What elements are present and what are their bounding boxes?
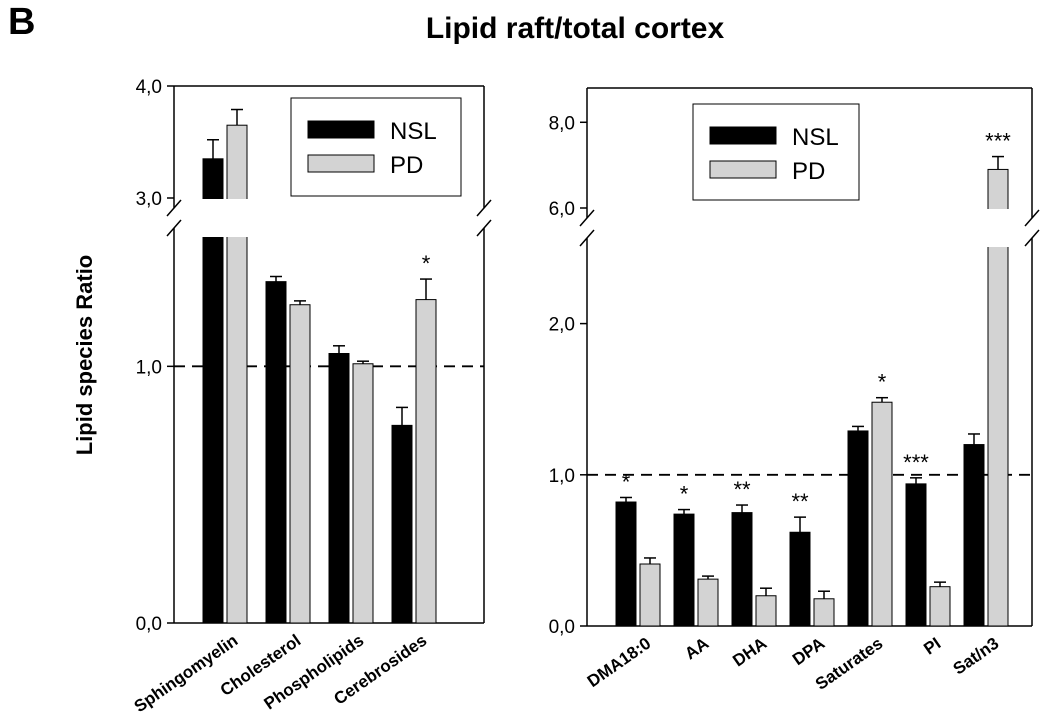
bar-nsl — [789, 531, 811, 627]
axis-break-right-lower — [476, 219, 492, 237]
axis-break-right-upper — [1024, 209, 1040, 227]
significance-marker: * — [622, 469, 631, 494]
y-tick-label: 8,0 — [549, 113, 575, 134]
bar-pd — [415, 299, 437, 624]
bar-pd — [352, 363, 374, 624]
bar-pd — [813, 598, 835, 627]
axis-break-left-upper — [166, 199, 182, 217]
legend-swatch-pd — [709, 160, 777, 179]
y-tick-label: 2,0 — [549, 315, 575, 336]
category-label: DPA — [789, 634, 828, 669]
legend-swatch-nsl — [307, 120, 375, 139]
bar-nsl — [673, 513, 695, 627]
y-axis-label: Lipid species Ratio — [72, 255, 97, 456]
significance-marker: *** — [903, 450, 929, 475]
legend-label-pd: PD — [390, 152, 423, 179]
figure-title: Lipid raft/total cortex — [426, 12, 725, 45]
category-label: Sphingomyelin — [131, 631, 242, 716]
significance-marker: ** — [733, 477, 751, 502]
bar-nsl — [391, 424, 413, 624]
axis-break-left-upper — [579, 209, 595, 227]
y-tick-label: 0,0 — [549, 617, 575, 638]
significance-marker: ** — [791, 489, 809, 514]
bar-nsl — [905, 483, 927, 627]
bar-pd — [755, 595, 777, 627]
legend-swatch-pd — [307, 154, 375, 173]
bar-pd — [639, 563, 661, 627]
category-label: AA — [681, 634, 712, 664]
bar-pd — [871, 401, 893, 627]
panel-label: B — [8, 1, 35, 43]
bar-nsl — [847, 430, 869, 627]
y-tick-label: 1,0 — [549, 466, 575, 487]
bar-pd — [929, 586, 951, 627]
y-tick-label: 0,0 — [136, 614, 162, 635]
bar-break-gap — [962, 209, 1010, 247]
legend-label-pd: PD — [792, 158, 825, 185]
y-tick-label: 3,0 — [136, 189, 162, 210]
legend-box — [692, 103, 860, 201]
bar-nsl — [615, 501, 637, 627]
category-label: DHA — [729, 634, 770, 671]
legend-label-nsl: NSL — [390, 118, 437, 145]
legend-swatch-nsl — [709, 126, 777, 145]
category-label: Sat/n3 — [950, 634, 1003, 679]
bar-break-gap — [201, 199, 249, 237]
axis-break-left-lower — [166, 219, 182, 237]
bar-nsl — [265, 281, 287, 624]
significance-marker: * — [680, 482, 689, 507]
y-tick-label: 6,0 — [549, 199, 575, 220]
axis-break-left-lower — [579, 229, 595, 247]
bar-nsl — [328, 353, 350, 624]
significance-marker: * — [878, 370, 887, 395]
bar-nsl — [963, 444, 985, 627]
bar-nsl — [731, 512, 753, 627]
axis-break-right-lower — [1024, 229, 1040, 247]
significance-marker: * — [422, 251, 431, 276]
y-tick-label: 1,0 — [136, 357, 162, 378]
legend-label-nsl: NSL — [792, 124, 839, 151]
axis-break-right-upper — [476, 199, 492, 217]
significance-marker: *** — [985, 129, 1011, 154]
category-label: DMA18:0 — [584, 634, 654, 691]
bar-pd — [697, 578, 719, 627]
left-chart: 0,01,03,04,0SphingomyelinCholesterolPhos… — [131, 77, 492, 716]
legend-box — [290, 97, 462, 197]
category-label: PI — [920, 634, 944, 659]
y-tick-label: 4,0 — [136, 77, 162, 98]
bar-pd — [289, 304, 311, 624]
